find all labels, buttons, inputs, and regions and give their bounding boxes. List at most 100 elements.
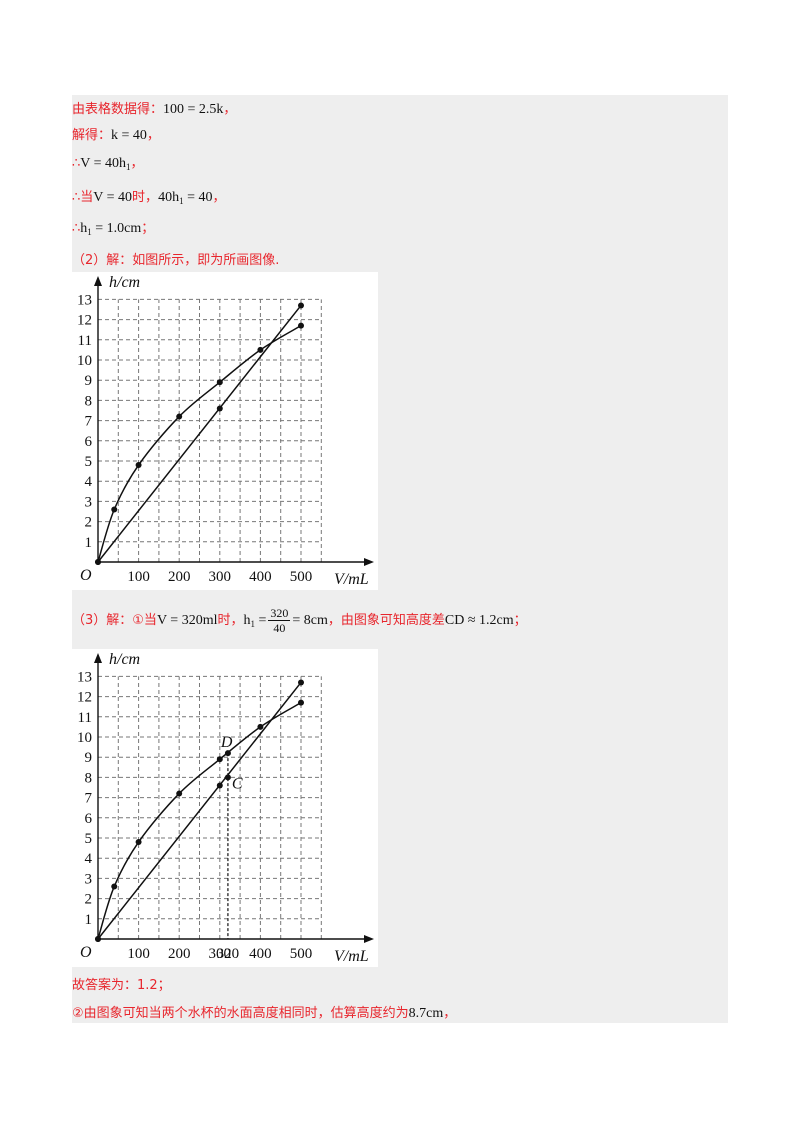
y-tick-label: 12 (77, 313, 92, 329)
curve-data-point (257, 723, 264, 730)
line-1-tail: ， (223, 102, 237, 117)
straight-line-series (97, 304, 302, 563)
line-5-tail: ； (141, 221, 155, 236)
y-tick-label: 13 (77, 292, 92, 308)
curve-data-point (176, 413, 183, 420)
y-axis-label: h/cm (109, 651, 140, 668)
line-3-tail: ， (130, 156, 144, 171)
line-9-text: ②由图象可知当两个水杯的水面高度相同时，估算高度约为 (72, 1006, 409, 1021)
straight-line-series (97, 681, 302, 940)
line-2-text: 解得： (72, 128, 112, 143)
line-4-equation-1: V = 40 (93, 190, 133, 205)
y-tick-label: 8 (85, 770, 93, 786)
x-tick-label: 500 (290, 946, 313, 962)
line-4-mid: 时， (132, 190, 159, 205)
line-data-point (298, 679, 304, 686)
y-tick-label: 4 (85, 474, 93, 490)
line-7-mid: 时， (217, 613, 244, 628)
line-4-equation-2b: = 40 (183, 190, 213, 205)
line-7-equals: = (255, 613, 267, 628)
y-tick-label: 3 (85, 871, 93, 887)
line-estimate: ②由图象可知当两个水杯的水面高度相同时，估算高度约为8.7cm， (72, 1002, 456, 1022)
curve-data-point (111, 506, 118, 513)
line-4-text: ∴当 (72, 190, 94, 205)
line-part-2: （2）解：如图所示，即为所画图像. (72, 249, 279, 268)
line-data-point (298, 302, 304, 309)
y-tick-label: 11 (78, 333, 92, 349)
line-part-3: （3）解：①当V = 320ml时，h1 = 320 40 = 8cm，由图象可知高度… (72, 606, 527, 635)
line-2-tail: ， (146, 128, 160, 143)
graph-2: h/cm V/mL O 1 2 3 4 5 6 7 8 9 10 11 12 13 100 200 300 320 40… (72, 649, 378, 967)
line-table-data: 由表格数据得：100 = 2.5k， (72, 98, 236, 118)
line-7-mid-2: ，由图象可知高度差 (327, 613, 445, 628)
fraction-numerator: 320 (268, 606, 291, 621)
line-7-equation-1: V = 320ml (156, 613, 218, 628)
line-1-text: 由表格数据得： (72, 102, 164, 117)
y-tick-label: 12 (77, 690, 92, 706)
curve-data-point (135, 462, 142, 469)
curve-data-point (176, 790, 183, 797)
y-tick-label: 9 (85, 750, 93, 766)
line-5-subscript: 1 (87, 227, 92, 237)
curve-data-point (135, 839, 142, 846)
point-c-label: C (232, 775, 243, 792)
x-tick-label: 200 (168, 946, 191, 962)
line-answer: 故答案为：1.2； (72, 974, 171, 993)
line-data-point (216, 405, 223, 412)
line-3-therefore: ∴ (72, 156, 81, 171)
y-tick-label: 1 (85, 535, 93, 551)
y-tick-label: 4 (85, 851, 93, 867)
curve-data-point (111, 883, 118, 890)
curve-data-point (298, 699, 304, 706)
y-tick-label: 2 (85, 892, 93, 908)
line-data-point (95, 936, 101, 942)
line-4-tail: ， (212, 190, 226, 205)
line-7-h: h (243, 613, 251, 628)
line-9-equation: 8.7cm (408, 1006, 444, 1021)
y-axis-arrow (94, 653, 102, 663)
x-axis-label: V/mL (334, 571, 369, 588)
line-7-tail: ； (513, 613, 527, 628)
y-tick-label: 3 (85, 494, 93, 510)
line-solve-k: 解得：k = 40， (72, 124, 160, 144)
line-result-h1: ∴h1 = 1.0cm； (72, 217, 154, 237)
y-axis-label: h/cm (109, 274, 140, 291)
line-data-point (216, 782, 223, 789)
curve-data-point (216, 756, 223, 763)
point-d-label: D (220, 734, 233, 751)
x-tick-label: 300 (209, 946, 232, 962)
point-d (224, 750, 231, 757)
x-tick-label: 300 (209, 569, 232, 585)
y-tick-label: 6 (85, 811, 93, 827)
x-tick-label: 320 (217, 946, 240, 962)
line-7-h-subscript: 1 (250, 619, 256, 629)
origin-label: O (80, 944, 92, 961)
line-when-v-40: ∴当V = 40时，40h1 = 40， (72, 186, 225, 206)
line-4-subscript: 1 (179, 196, 184, 206)
x-axis-arrow (364, 935, 374, 943)
x-axis-arrow (364, 558, 374, 566)
y-tick-label: 1 (85, 912, 93, 928)
y-tick-label: 11 (78, 710, 92, 726)
y-tick-label: 5 (85, 454, 93, 470)
curve-data-point (257, 346, 264, 353)
point-c (224, 774, 231, 781)
origin-label: O (80, 567, 92, 584)
line-3-subscript: 1 (126, 162, 131, 172)
line-8-text: 故答案为：1.2； (72, 978, 171, 993)
line-3-equation: V = 40h (80, 156, 127, 171)
curve-data-point (216, 379, 223, 386)
fraction-denominator: 40 (273, 621, 286, 635)
line-1-equation: 100 = 2.5k (163, 102, 224, 117)
y-axis-arrow (94, 276, 102, 286)
line-7-fraction: 320 40 (268, 606, 291, 635)
y-tick-label: 10 (77, 353, 92, 369)
y-tick-label: 7 (85, 791, 93, 807)
line-formula: ∴V = 40h1， (72, 152, 144, 172)
y-tick-label: 13 (77, 669, 92, 685)
line-2-equation: k = 40 (111, 128, 147, 143)
y-tick-label: 6 (85, 434, 93, 450)
x-tick-label: 500 (290, 569, 313, 585)
line-6-text: （2）解：如图所示，即为所画图像. (72, 253, 280, 268)
y-tick-label: 10 (77, 730, 92, 746)
